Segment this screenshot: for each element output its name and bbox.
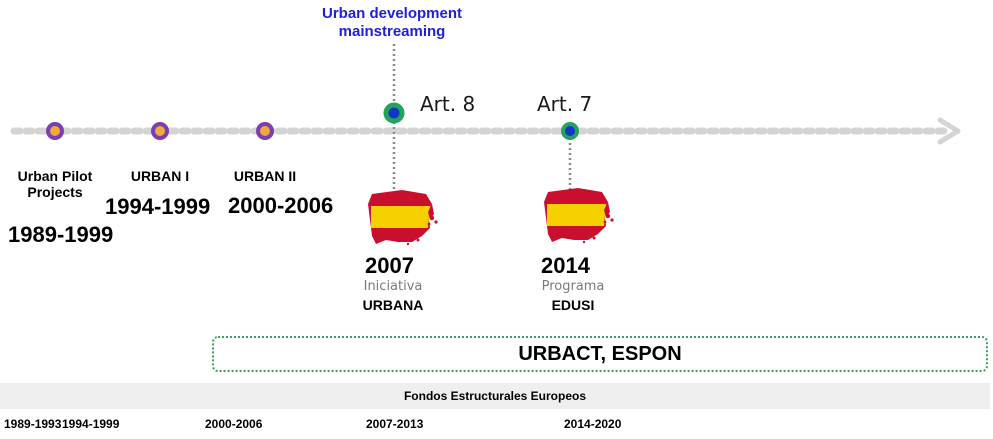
milestone-dot-urban-i — [151, 122, 169, 140]
milestone-label-line: Urban Pilot — [17, 168, 93, 184]
period-1989-1993: 1989-1993 — [4, 417, 62, 431]
spain-map-2007 — [368, 190, 438, 246]
callout-urban-development: Urban development mainstreaming — [282, 5, 502, 41]
milestone-dot-urban-pilot — [46, 122, 64, 140]
programs-box-label: URBACT, ESPON — [518, 342, 682, 365]
period-2000-2006: 2000-2006 — [205, 417, 263, 431]
milestone-dot-art8 — [383, 102, 405, 124]
timeline-arrow-head — [937, 117, 961, 145]
callout-line-2: mainstreaming — [338, 23, 446, 40]
event-name-2014: EDUSI — [551, 297, 595, 313]
fondos-band: Fondos Estructurales Europeos — [0, 383, 990, 409]
art-8-label: Art. 8 — [420, 92, 476, 116]
event-subtitle-2014: Programa — [541, 279, 605, 294]
programs-box: URBACT, ESPON — [212, 336, 988, 372]
event-year-2007: 2007 — [365, 253, 414, 278]
milestone-dot-art7 — [561, 122, 579, 140]
event-subtitle-2007: Iniciativa — [363, 279, 423, 294]
period-2014-2020: 2014-2020 — [564, 417, 622, 431]
period-1994-1999: 1994-1999 — [62, 417, 120, 431]
event-year-2014: 2014 — [541, 253, 590, 278]
milestone-label-line: Projects — [27, 184, 83, 200]
milestone-label-urban-i: URBAN I — [110, 168, 210, 184]
milestone-label-urban-pilot: Urban Pilot Projects — [5, 168, 105, 200]
milestone-label-line: URBAN II — [233, 168, 297, 184]
art-7-label: Art. 7 — [537, 92, 593, 116]
milestone-years-urban-ii: 2000-2006 — [228, 193, 334, 218]
milestone-dot-urban-ii — [256, 122, 274, 140]
spain-map-2014 — [544, 188, 614, 244]
callout-line-1: Urban development — [321, 5, 463, 22]
milestone-years-urban-pilot: 1989-1999 — [8, 222, 114, 247]
milestone-years-urban-i: 1994-1999 — [105, 194, 211, 219]
fondos-label: Fondos Estructurales Europeos — [403, 389, 587, 403]
milestone-label-line: URBAN I — [130, 168, 190, 184]
period-2007-2013: 2007-2013 — [366, 417, 424, 431]
milestone-label-urban-ii: URBAN II — [215, 168, 315, 184]
event-name-2007: URBANA — [362, 297, 424, 313]
